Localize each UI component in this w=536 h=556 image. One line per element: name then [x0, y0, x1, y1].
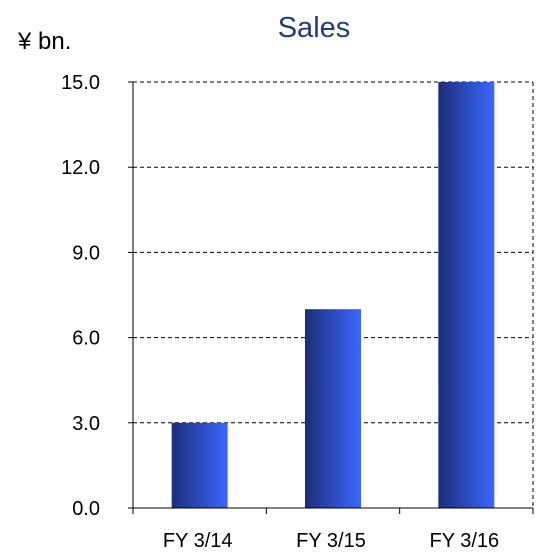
- y-tick-label-3.0: 3.0: [72, 413, 100, 435]
- y-axis-unit-label: ¥ bn.: [17, 28, 71, 55]
- bar-fy-3-15: [305, 309, 361, 508]
- y-tick-label-9.0: 9.0: [72, 242, 100, 264]
- x-tick-label-fy-3-15: FY 3/15: [296, 530, 366, 552]
- y-tick-label-15.0: 15.0: [61, 72, 100, 94]
- x-tick-labels: FY 3/14 FY 3/15 FY 3/16: [163, 530, 499, 552]
- x-tick-label-fy-3-14: FY 3/14: [163, 530, 233, 552]
- x-tick-label-fy-3-16: FY 3/16: [429, 530, 499, 552]
- y-tick-labels: 0.0 3.0 6.0 9.0 12.0 15.0: [61, 72, 100, 520]
- bar-fy-3-16: [438, 82, 495, 508]
- y-tick-label-12.0: 12.0: [61, 157, 100, 179]
- y-tick-label-0.0: 0.0: [72, 498, 100, 520]
- bar-fy-3-14: [171, 422, 228, 508]
- y-tick-label-6.0: 6.0: [72, 328, 100, 350]
- bars: [171, 82, 495, 508]
- axes: [128, 81, 534, 514]
- chart-title: Sales: [278, 12, 351, 44]
